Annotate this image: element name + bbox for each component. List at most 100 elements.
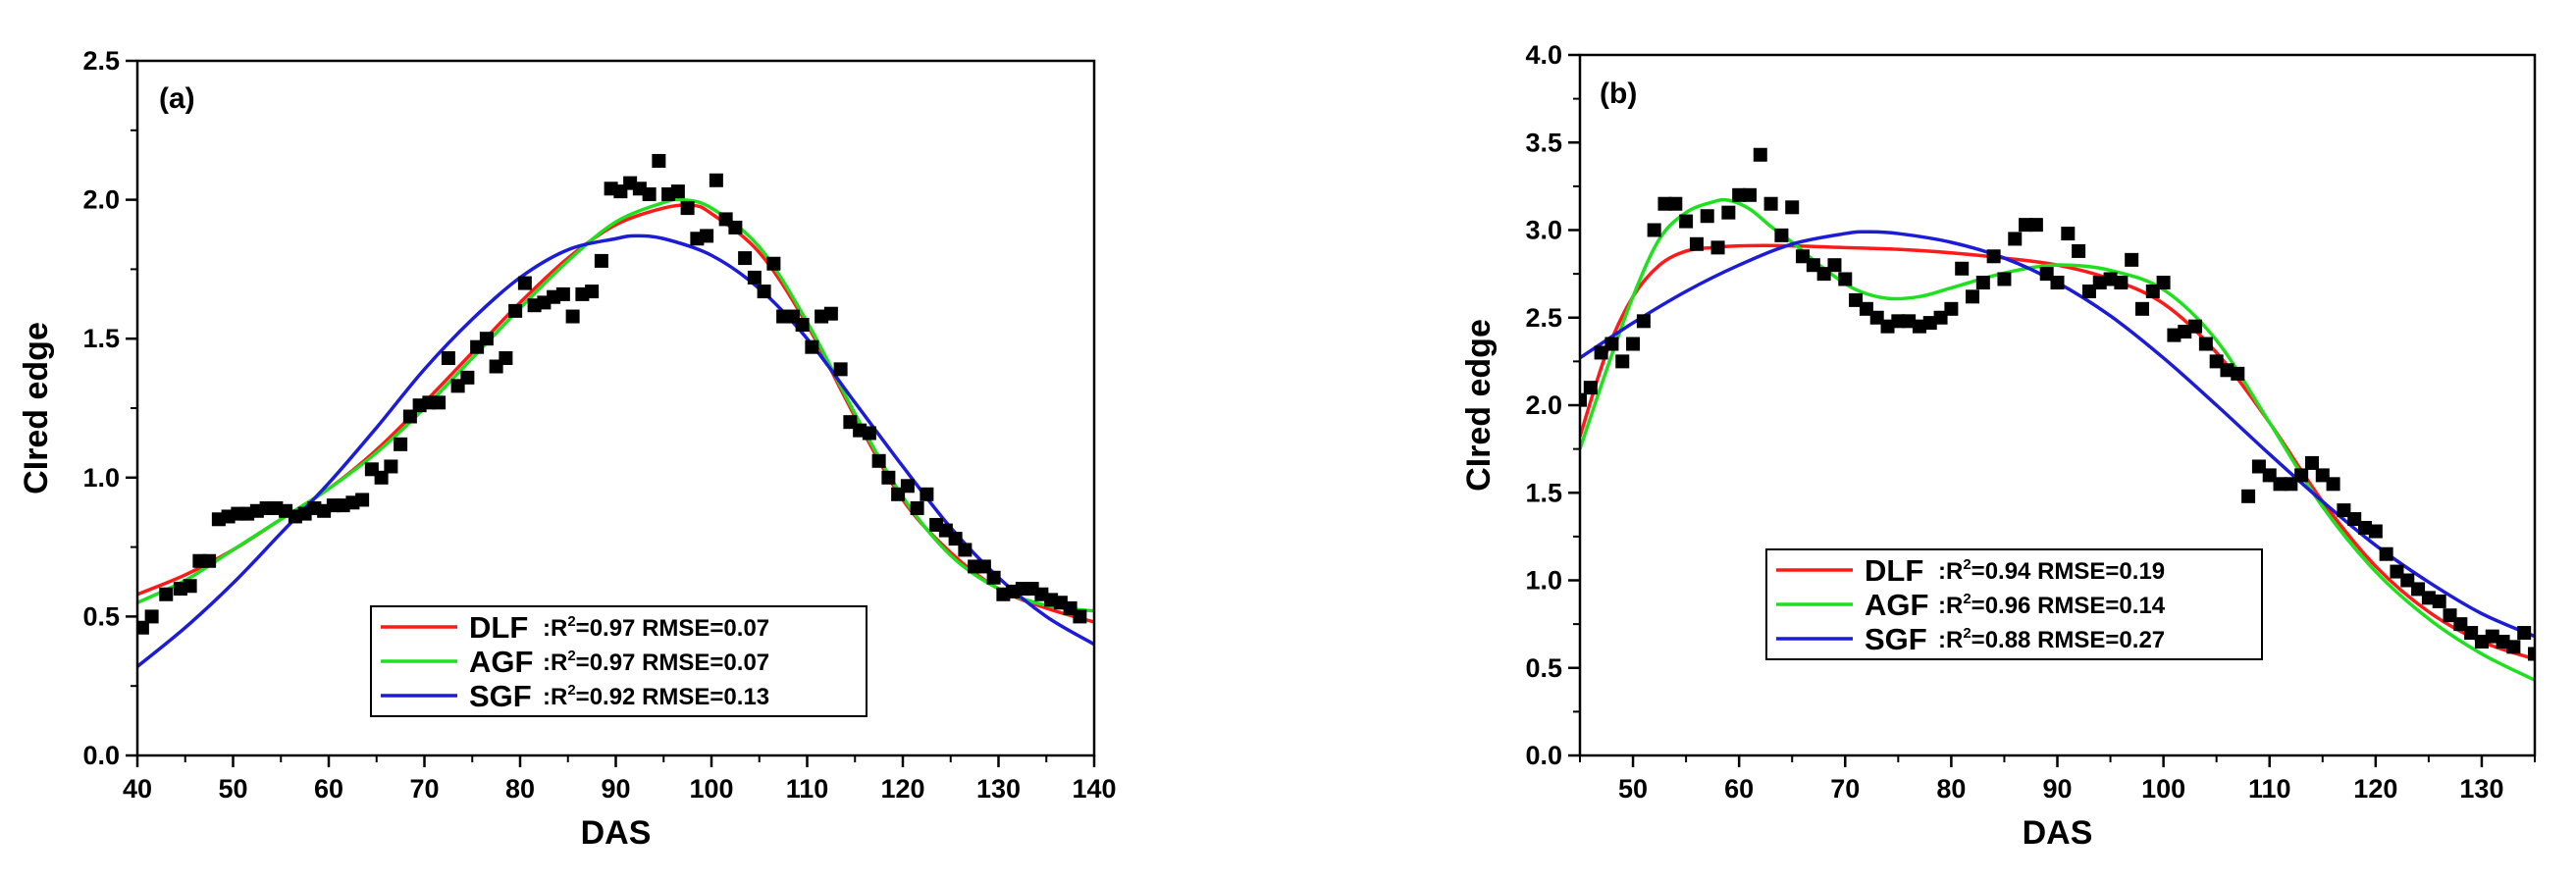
panel-label: (b) bbox=[1600, 78, 1637, 110]
observed-point bbox=[2474, 634, 2489, 649]
x-tick-label: 140 bbox=[1072, 774, 1116, 804]
observed-point bbox=[460, 370, 475, 385]
y-tick-labels: 0.0 0.5 1.0 1.5 2.0 2.5 bbox=[82, 46, 120, 770]
x-tick-label: 90 bbox=[2042, 774, 2072, 804]
observed-point bbox=[1796, 249, 1811, 264]
legend: DLF:R2=0.97 RMSE=0.07 AGF:R2=0.97 RMSE=0.… bbox=[370, 605, 867, 717]
legend: DLF:R2=0.94 RMSE=0.19 AGF:R2=0.96 RMSE=0.… bbox=[1765, 548, 2263, 660]
observed-point bbox=[508, 303, 523, 318]
observed-point bbox=[2284, 477, 2298, 492]
observed-point bbox=[1816, 267, 1831, 282]
chart-panel-b: 50 60 70 80 90 100 110 120 130 0.0 0.5 1.0 1.5 2.0 2.… bbox=[1460, 40, 2537, 852]
observed-point bbox=[432, 395, 447, 410]
observed-point bbox=[881, 470, 896, 485]
observed-point bbox=[2092, 276, 2107, 290]
y-tick-label: 3.0 bbox=[1525, 216, 1562, 245]
x-tick-label: 50 bbox=[218, 774, 247, 804]
observed-point bbox=[2411, 582, 2426, 597]
observed-point bbox=[137, 620, 149, 635]
x-axis-label: DAS bbox=[581, 814, 652, 852]
observed-point bbox=[1806, 258, 1820, 273]
observed-point bbox=[2167, 328, 2182, 342]
observed-point bbox=[920, 487, 934, 501]
y-axis-label: CIred edge bbox=[1460, 319, 1498, 492]
observed-point bbox=[1838, 272, 1853, 286]
observed-point bbox=[2421, 591, 2436, 605]
x-tick-label: 40 bbox=[123, 774, 152, 804]
x-tick-labels: 50 60 70 80 90 100 110 120 130 bbox=[1618, 774, 2503, 804]
observed-point bbox=[833, 362, 848, 377]
observed-point bbox=[2241, 489, 2256, 503]
observed-point bbox=[2231, 366, 2245, 381]
observed-point bbox=[986, 570, 1001, 585]
observed-point bbox=[2262, 468, 2277, 483]
y-axis-label: CIred edge bbox=[18, 322, 55, 494]
y-tick-label: 0.5 bbox=[82, 601, 120, 631]
observed-point bbox=[1636, 314, 1651, 329]
x-tick-label: 100 bbox=[689, 774, 733, 804]
observed-point bbox=[2061, 227, 2076, 241]
observed-point bbox=[2273, 477, 2287, 492]
x-tick-label: 70 bbox=[409, 774, 439, 804]
observed-points bbox=[1580, 147, 2535, 661]
observed-point bbox=[2400, 573, 2415, 588]
observed-point bbox=[670, 184, 685, 199]
observed-point bbox=[183, 579, 197, 594]
observed-point bbox=[1710, 240, 1725, 255]
y-tick-label: 1.0 bbox=[82, 463, 120, 493]
observed-point bbox=[709, 173, 723, 187]
observed-point bbox=[948, 532, 963, 546]
x-tick-label: 130 bbox=[976, 774, 1021, 804]
observed-point bbox=[757, 285, 771, 299]
observed-point bbox=[2294, 468, 2309, 483]
observed-point bbox=[958, 543, 973, 557]
observed-point bbox=[1997, 272, 2012, 286]
y-tick-label: 4.0 bbox=[1525, 40, 1562, 70]
observed-point bbox=[1859, 301, 1873, 316]
observed-point bbox=[642, 186, 657, 201]
observed-point bbox=[2039, 267, 2054, 282]
observed-point bbox=[374, 470, 389, 485]
observed-point bbox=[2251, 459, 2266, 474]
plot-frame bbox=[135, 59, 1096, 757]
observed-point bbox=[159, 587, 174, 601]
observed-point bbox=[1933, 310, 1948, 325]
legend-agf-name: AGF bbox=[469, 645, 533, 679]
y-tick-label: 1.0 bbox=[1525, 566, 1562, 596]
observed-point bbox=[2517, 626, 2532, 641]
x-tick-label: 120 bbox=[2353, 774, 2397, 804]
observed-point bbox=[441, 351, 455, 366]
observed-point bbox=[1944, 301, 1959, 316]
observed-point bbox=[2379, 546, 2393, 561]
observed-point bbox=[2178, 325, 2192, 339]
observed-point bbox=[355, 493, 370, 507]
observed-point bbox=[479, 332, 494, 346]
observed-point bbox=[1849, 292, 1864, 307]
observed-point bbox=[1753, 147, 1767, 162]
observed-point bbox=[2443, 608, 2457, 623]
axis-ticks bbox=[1568, 53, 2536, 767]
observed-point bbox=[747, 270, 762, 285]
x-tick-label: 80 bbox=[1936, 774, 1966, 804]
observed-point bbox=[1604, 337, 1619, 351]
observed-point bbox=[1742, 187, 1757, 202]
legend-agf-stats: :R2=0.97 RMSE=0.07 bbox=[543, 648, 769, 676]
y-tick-label: 0.0 bbox=[1525, 741, 1562, 770]
sgf-fit-line bbox=[137, 234, 1094, 668]
panel-label: (a) bbox=[159, 82, 195, 115]
observed-point bbox=[1580, 392, 1587, 407]
observed-point bbox=[1732, 187, 1747, 202]
observed-point bbox=[1869, 310, 1884, 325]
observed-point bbox=[2390, 564, 2404, 579]
series-group bbox=[137, 197, 1094, 668]
observed-point bbox=[2496, 634, 2510, 649]
observed-point bbox=[2368, 524, 2383, 539]
observed-point bbox=[2050, 276, 2065, 290]
observed-point bbox=[1966, 289, 1980, 304]
observed-point bbox=[680, 201, 695, 216]
observed-point bbox=[2103, 272, 2118, 286]
observed-point bbox=[2337, 503, 2351, 518]
observed-point bbox=[2072, 243, 2086, 258]
observed-point bbox=[585, 285, 600, 299]
